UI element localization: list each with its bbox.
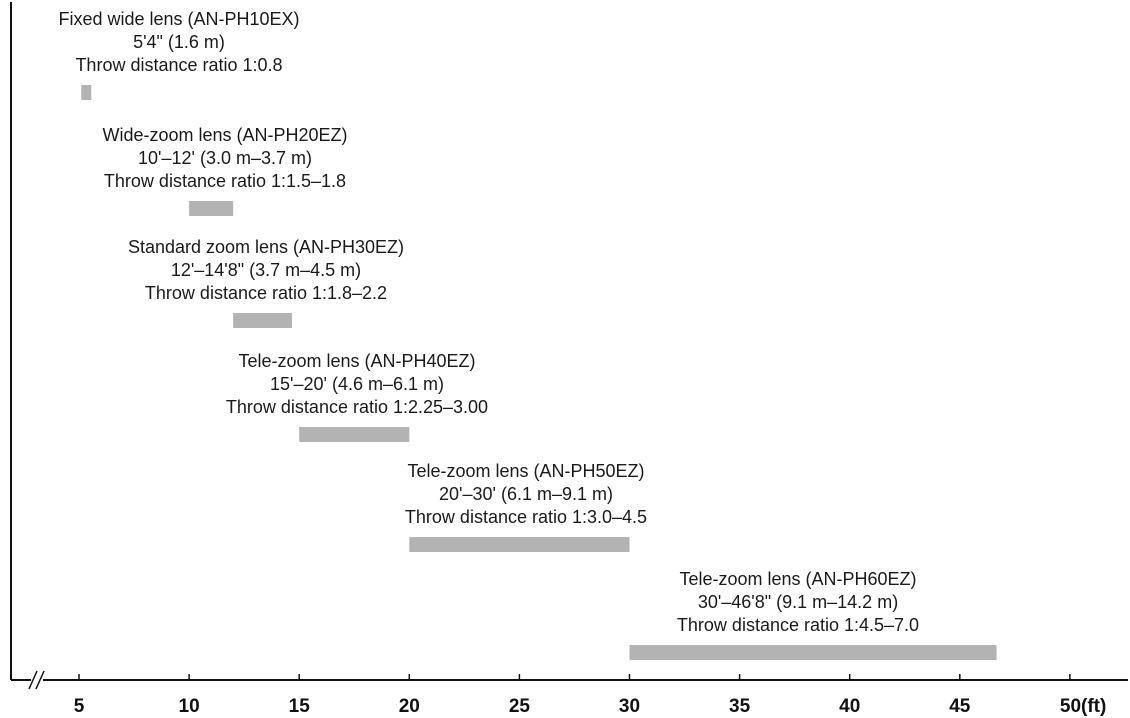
lens-group: Wide-zoom lens (AN-PH20EZ) 10'–12' (3.0 m… [102, 125, 348, 216]
x-ticks: 5 10 15 20 25 30 35 40 45 50(ft) [74, 674, 1106, 717]
range-bar [81, 85, 92, 100]
lens-group: Fixed wide lens (AN-PH10EX) 5'4" (1.6 m) T… [58, 9, 300, 100]
range-bar [189, 201, 234, 216]
lens-range-label: 20'–30' (6.1 m–9.1 m) [439, 484, 613, 504]
lens-ratio-label: Throw distance ratio 1:3.0–4.5 [405, 507, 647, 527]
lens-range-label: 15'–20' (4.6 m–6.1 m) [270, 374, 444, 394]
lens-ratio-label: Throw distance ratio 1:4.5–7.0 [677, 615, 919, 635]
lens-range-label: 12'–14'8" (3.7 m–4.5 m) [171, 260, 361, 280]
lens-name-label: Tele-zoom lens (AN-PH60EZ) [679, 569, 916, 589]
axes: 5 10 15 20 25 30 35 40 45 50(ft) [10, 2, 1128, 717]
lens-ratio-label: Throw distance ratio 1:1.8–2.2 [145, 283, 387, 303]
lens-name-label: Wide-zoom lens (AN-PH20EZ) [102, 125, 347, 145]
lens-name-label: Tele-zoom lens (AN-PH40EZ) [238, 351, 475, 371]
x-tick-label: 40 [839, 696, 860, 717]
x-tick-label: 35 [729, 696, 751, 717]
range-bar [299, 427, 410, 442]
lens-group: Standard zoom lens (AN-PH30EZ) 12'–14'8" … [128, 237, 404, 328]
lens-range-label: 5'4" (1.6 m) [133, 32, 225, 52]
range-bar [409, 537, 630, 552]
lens-group: Tele-zoom lens (AN-PH60EZ) 30'–46'8" (9.1… [629, 569, 997, 660]
lens-name-label: Fixed wide lens (AN-PH10EX) [58, 9, 299, 29]
range-bar [629, 645, 997, 660]
lens-range-label: 10'–12' (3.0 m–3.7 m) [138, 148, 312, 168]
range-bar [233, 313, 292, 328]
lens-ratio-label: Throw distance ratio 1:1.5–1.8 [104, 171, 346, 191]
lens-range-label: 30'–46'8" (9.1 m–14.2 m) [698, 592, 898, 612]
lens-ratio-label: Throw distance ratio 1:0.8 [75, 55, 282, 75]
x-tick-label: 10 [179, 696, 200, 717]
x-tick-label: 50(ft) [1060, 696, 1106, 717]
axis-break-mark [28, 670, 45, 690]
x-tick-label: 5 [74, 696, 85, 717]
x-tick-label: 20 [399, 696, 420, 717]
x-tick-label: 25 [509, 696, 531, 717]
x-tick-label: 15 [289, 696, 311, 717]
lens-group: Tele-zoom lens (AN-PH50EZ) 20'–30' (6.1 m… [405, 461, 647, 552]
lens-groups: Fixed wide lens (AN-PH10EX) 5'4" (1.6 m) T… [58, 9, 997, 660]
lens-group: Tele-zoom lens (AN-PH40EZ) 15'–20' (4.6 m… [226, 351, 488, 442]
x-tick-label: 45 [949, 696, 971, 717]
lens-name-label: Standard zoom lens (AN-PH30EZ) [128, 237, 404, 257]
x-tick-label: 30 [619, 696, 640, 717]
lens-ratio-label: Throw distance ratio 1:2.25–3.00 [226, 397, 488, 417]
lens-name-label: Tele-zoom lens (AN-PH50EZ) [407, 461, 644, 481]
